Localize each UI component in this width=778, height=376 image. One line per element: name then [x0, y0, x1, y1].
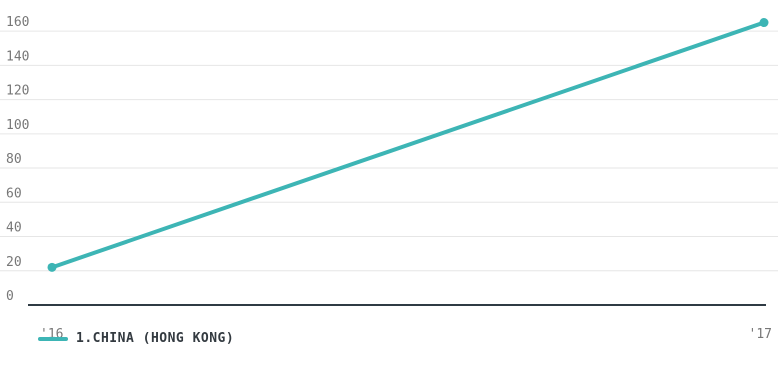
- y-tick-label: 160: [6, 15, 29, 30]
- y-tick-label: 120: [6, 84, 29, 99]
- x-tick-label: '17: [749, 327, 772, 342]
- legend-label: 1.CHINA (HONG KONG): [76, 331, 235, 346]
- y-tick-label: 20: [6, 255, 22, 270]
- legend-swatch: [38, 336, 68, 341]
- y-tick-label: 60: [6, 186, 22, 201]
- data-point: [759, 18, 769, 28]
- y-axis-ticks: 0 20 40 60 80 100 120 140 160: [6, 15, 29, 304]
- y-tick-label: 140: [6, 49, 29, 64]
- legend: 1.CHINA (HONG KONG): [38, 331, 234, 346]
- data-point: [47, 262, 57, 272]
- series-group: [47, 18, 769, 272]
- grid-lines: [0, 30, 778, 272]
- y-tick-label: 100: [6, 118, 29, 133]
- series-line: [50, 20, 766, 270]
- y-tick-label: 80: [6, 152, 22, 167]
- y-tick-label: 0: [6, 289, 14, 304]
- y-tick-label: 40: [6, 221, 22, 236]
